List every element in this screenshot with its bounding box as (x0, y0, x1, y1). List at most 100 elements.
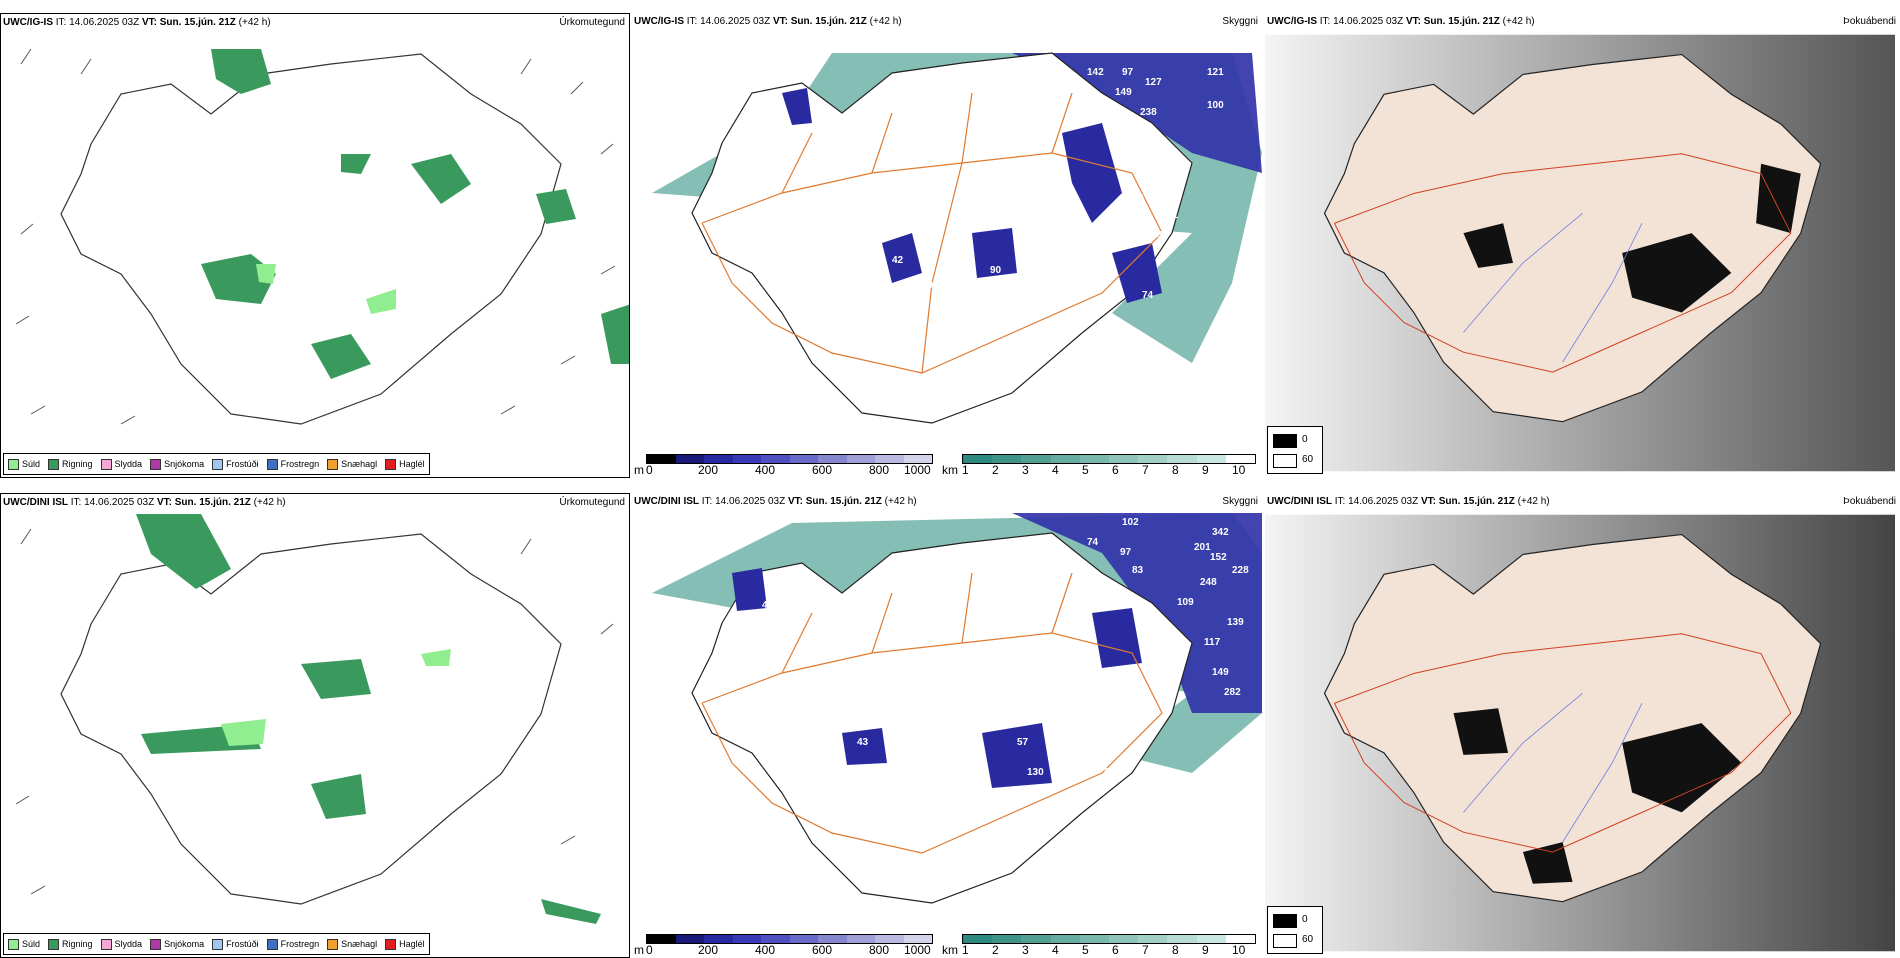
legend-label: 60 (1302, 934, 1314, 945)
svg-text:149: 149 (1115, 87, 1132, 98)
svg-text:42: 42 (892, 255, 904, 266)
legend-swatch (266, 938, 278, 950)
legend-swatch (327, 458, 339, 470)
svg-text:282: 282 (1224, 687, 1241, 698)
legend-swatch (100, 458, 112, 470)
colorbar-tick: 1 (962, 463, 969, 477)
legend-swatch (212, 938, 224, 950)
colorbar-unit: m (634, 943, 644, 957)
legend-item: Slydda (100, 938, 142, 950)
precip-legend: Súld Rigning Slydda Snjókoma Frostúði Fr… (3, 453, 430, 475)
legend-item: Snjókoma (150, 458, 204, 470)
colorbar-tick: 2 (992, 943, 999, 957)
legend-swatch (385, 938, 397, 950)
panel-header: UWC/IG-IS IT: 14.06.2025 03Z VT: Sun. 15… (1267, 16, 1535, 27)
colorbar-tick: 800 (869, 943, 890, 957)
legend-swatch (385, 458, 397, 470)
svg-text:201: 201 (1194, 542, 1211, 553)
legend-item: Súld (8, 458, 40, 470)
colorbar-tick: 3 (1022, 943, 1029, 957)
svg-text:97: 97 (1122, 67, 1134, 78)
legend-swatch (8, 938, 19, 950)
legend-swatch (8, 458, 19, 470)
svg-text:127: 127 (1145, 77, 1162, 88)
panel-header: UWC/IG-IS IT: 14.06.2025 03Z VT: Sun. 15… (3, 17, 271, 28)
colorbar-tick: 8 (1172, 463, 1179, 477)
svg-text:86: 86 (907, 107, 919, 118)
svg-text:74: 74 (1142, 290, 1154, 301)
svg-text:115: 115 (1127, 124, 1144, 135)
fog-index-panel-bottom: UWC/DINI ISL IT: 14.06.2025 03Z VT: Sun.… (1265, 493, 1900, 958)
colorbar-tick: 2 (992, 463, 999, 477)
svg-text:43: 43 (857, 737, 869, 748)
legend-item: Frostúði (212, 938, 259, 950)
svg-text:149: 149 (1212, 667, 1229, 678)
ceiling-colorbar-bar (646, 454, 933, 464)
svg-text:100: 100 (1207, 100, 1224, 111)
legend-swatch (212, 458, 224, 470)
svg-text:228: 228 (1232, 565, 1249, 576)
svg-text:126: 126 (1232, 35, 1249, 46)
colorbar-tick: 3 (1022, 463, 1029, 477)
precip-map (15, 48, 629, 425)
precip-type-panel-bottom: UWC/DINI ISL IT: 14.06.2025 03Z VT: Sun.… (0, 493, 630, 958)
svg-text:65: 65 (1007, 290, 1019, 301)
legend-swatch (100, 938, 112, 950)
precip-type-panel-top: UWC/IG-IS IT: 14.06.2025 03Z VT: Sun. 15… (0, 13, 630, 478)
legend-item: Rigning (48, 938, 93, 950)
svg-text:55: 55 (1110, 747, 1122, 758)
ceiling-colorbar: m 0 200 400 600 800 1000 (634, 934, 934, 958)
svg-text:82: 82 (1087, 757, 1099, 768)
cloud-map: 126 97 121 142 127 100 149 238 95 86 69 82 115… (652, 35, 1262, 424)
colorbar-tick: 7 (1142, 943, 1149, 957)
panel-title: Skyggni (1222, 16, 1258, 27)
svg-text:66: 66 (1027, 295, 1039, 306)
svg-text:43: 43 (762, 600, 774, 611)
legend-label: 0 (1302, 434, 1308, 445)
svg-text:90: 90 (990, 265, 1002, 276)
svg-text:130: 130 (1027, 767, 1044, 778)
legend-item: Frostregn (266, 458, 319, 470)
colorbar-tick: 400 (755, 943, 776, 957)
colorbar-tick: 10 (1232, 943, 1246, 957)
colorbar-tick: 400 (755, 463, 776, 477)
legend-item: Frostúði (212, 458, 259, 470)
panel-header: UWC/DINI ISL IT: 14.06.2025 03Z VT: Sun.… (634, 496, 917, 507)
svg-text:235: 235 (1022, 173, 1039, 184)
svg-text:102: 102 (1122, 517, 1139, 528)
cloud-visibility-panel-top: UWC/IG-IS IT: 14.06.2025 03Z VT: Sun. 15… (632, 13, 1262, 478)
colorbar-tick: 5 (1082, 943, 1089, 957)
svg-text:79: 79 (1007, 335, 1019, 346)
svg-text:74: 74 (1087, 537, 1099, 548)
colorbar-unit: km (942, 943, 958, 957)
svg-text:342: 342 (1212, 527, 1229, 538)
fog-map (1265, 34, 1895, 472)
svg-text:85: 85 (1104, 767, 1116, 778)
fog-legend: 0 60 (1267, 426, 1323, 474)
colorbar-tick: 7 (1142, 463, 1149, 477)
legend-swatch (327, 938, 339, 950)
legend-swatch (1273, 454, 1297, 468)
svg-text:65: 65 (1052, 175, 1064, 186)
colorbar-tick: 200 (698, 943, 719, 957)
svg-text:139: 139 (1227, 617, 1244, 628)
precip-areas (201, 49, 629, 379)
svg-text:121: 121 (1207, 67, 1224, 78)
svg-text:238: 238 (1140, 107, 1157, 118)
panel-title: Skyggni (1222, 496, 1258, 507)
iceland-outline (60, 53, 562, 425)
panel-header: UWC/DINI ISL IT: 14.06.2025 03Z VT: Sun.… (1267, 496, 1550, 507)
fog-legend: 0 60 (1267, 906, 1323, 954)
svg-text:113: 113 (1147, 173, 1164, 184)
visibility-colorbar: km 1 2 3 4 5 6 7 8 9 10 (942, 454, 1260, 478)
colorbar-tick: 600 (812, 463, 833, 477)
panel-title: Þokuábendi (1843, 496, 1896, 507)
legend-swatch (1273, 434, 1297, 448)
ceiling-values: 126 97 121 142 127 100 149 238 95 86 69 82 115… (782, 35, 1249, 346)
legend-label: 60 (1302, 454, 1314, 465)
legend-label: 0 (1302, 914, 1308, 925)
legend-swatch (48, 458, 60, 470)
visibility-colorbar-bar (962, 454, 1256, 464)
ceiling-colorbar-bar (646, 934, 933, 944)
